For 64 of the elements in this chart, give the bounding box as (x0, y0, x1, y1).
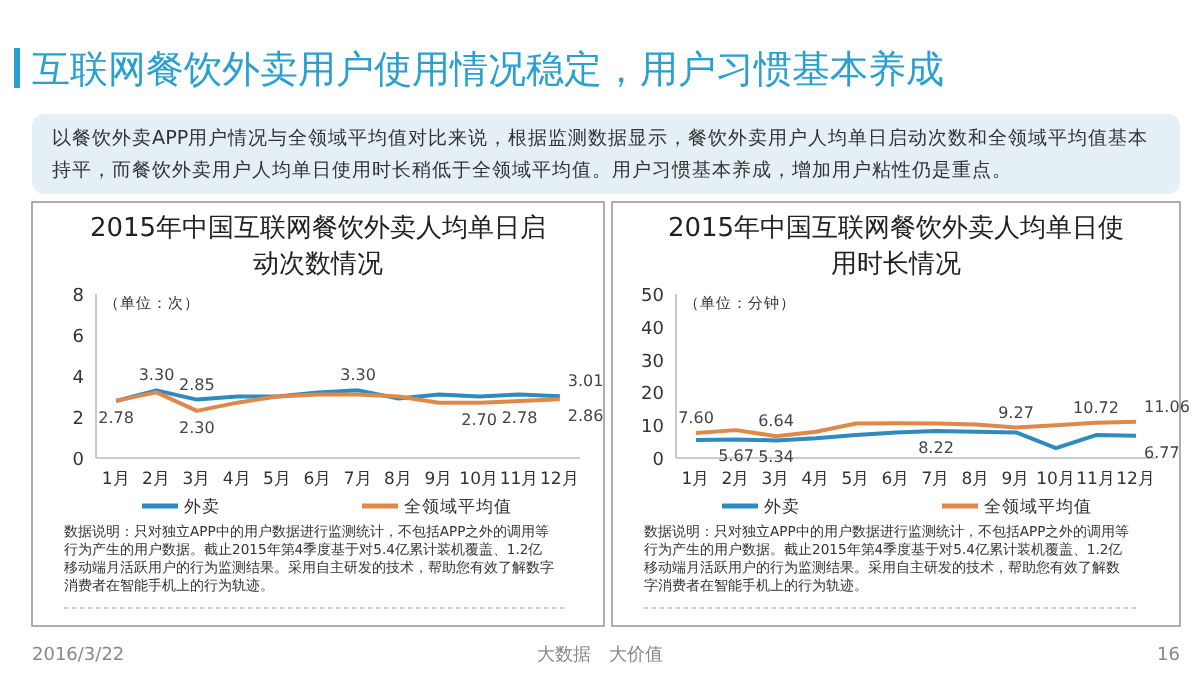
text: 16 (1157, 646, 1181, 666)
x-tick-label: 3月 (182, 470, 212, 490)
x-tick-label: 10月 (459, 470, 499, 490)
chart-title: 2015年中国互联网餐饮外卖人均单日启动次数情况 (89, 212, 547, 280)
y-tick-label: 8 (72, 287, 85, 307)
y-tick-label: 6 (72, 328, 85, 348)
y-tick-label: 2 (72, 410, 84, 430)
x-tick-label: 11月 (499, 470, 540, 490)
y-tick-label: 50 (641, 287, 665, 307)
x-tick-label: 2月 (721, 470, 751, 490)
x-tick-label: 3月 (761, 470, 791, 490)
y-tick-label: 0 (652, 451, 665, 471)
x-tick-label: 11月 (1076, 470, 1116, 490)
x-tick-label: 7月 (343, 470, 373, 490)
x-tick-label: 4月 (801, 470, 831, 490)
x-tick-label: 8月 (961, 470, 991, 490)
x-tick-label: 1月 (101, 470, 131, 490)
data-label: 2.85 (179, 375, 215, 394)
legend-label: 全领域平均值 (984, 496, 1092, 518)
data-label: 6.64 (758, 412, 794, 431)
y-tick-label: 10 (641, 418, 665, 439)
legend-label: 外卖 (184, 496, 220, 518)
x-tick-label: 6月 (303, 470, 333, 490)
y-tick-label: 30 (641, 352, 665, 373)
x-tick-label: 8月 (384, 470, 413, 490)
legend-label: 外卖 (764, 496, 800, 518)
data-label: 2.30 (179, 418, 215, 437)
data-label: 2.86 (567, 407, 604, 426)
x-tick-label: 7月 (921, 470, 951, 490)
x-tick-label: 1月 (681, 470, 711, 490)
text: 大数据 大价值 (537, 644, 663, 666)
data-label: 2.78 (501, 409, 538, 428)
x-tick-label: 6月 (881, 470, 911, 490)
data-label: 2.78 (98, 409, 134, 428)
legend-label: 全领域平均值 (404, 496, 512, 518)
y-tick-label: 4 (72, 369, 85, 389)
data-label: 6.77 (1144, 443, 1180, 462)
chart-title: 2015年中国互联网餐饮外卖人均单日使用时长情况 (667, 214, 1125, 280)
x-tick-label: 10月 (1036, 470, 1076, 490)
y-tick-label: 40 (641, 319, 665, 340)
x-tick-label: 2月 (142, 470, 171, 490)
data-label: 5.67 (718, 447, 754, 466)
data-label: 5.34 (758, 448, 794, 467)
text: 2016/3/22 (32, 646, 125, 666)
page-heading: 互联网餐饮外卖用户使用情况稳定，用户习惯基本养成 (32, 48, 944, 92)
x-tick-label: 5月 (263, 470, 292, 490)
x-tick-label: 9月 (424, 470, 454, 490)
x-tick-label: 4月 (222, 470, 252, 490)
data-label: 11.06 (1144, 397, 1190, 416)
x-tick-label: 12月 (540, 470, 580, 490)
text: 以餐饮外卖APP用户情况与全领域平均值对比来说，根据监测数据显示，餐饮外卖用户人均单日启动次数和全领域平均值基本持平，而餐饮外卖用户人均单日使用时长稍低于全领域平均值。用户习惯基本养成，增加用户粘性仍是重点。 (52, 126, 1149, 182)
data-label: 3.01 (567, 372, 604, 391)
y-tick-label: 0 (72, 451, 85, 471)
data-label: 3.30 (340, 366, 376, 385)
y-tick-label: 20 (641, 385, 665, 406)
x-tick-label: 12月 (1116, 470, 1156, 490)
data-label: 3.30 (138, 366, 175, 385)
data-label: 8.22 (918, 439, 954, 458)
data-label: 10.72 (1073, 398, 1119, 417)
data-label: 7.60 (678, 409, 714, 428)
x-tick-label: 5月 (841, 470, 871, 490)
data-label: 2.70 (461, 410, 497, 429)
x-tick-label: 9月 (1001, 470, 1031, 490)
data-label: 9.27 (998, 403, 1034, 422)
